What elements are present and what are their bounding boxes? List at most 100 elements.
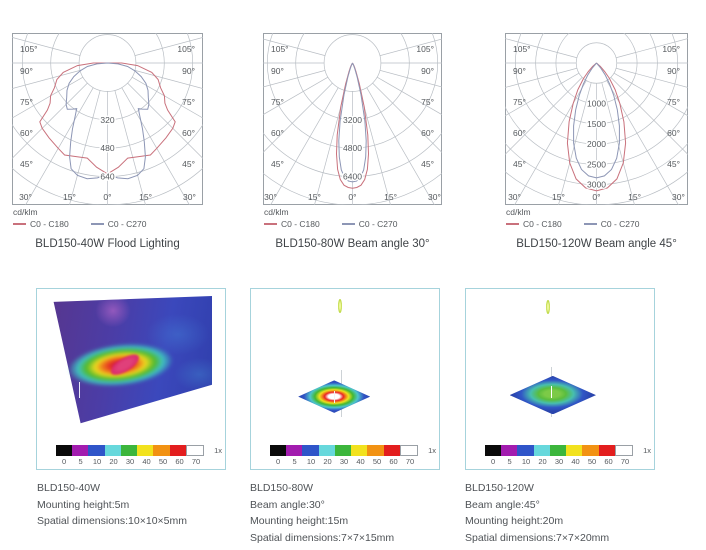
scale-segment (169, 445, 187, 456)
svg-text:0°: 0° (348, 192, 356, 202)
caption-line: Spatial dimensions:7×7×20mm (465, 531, 610, 544)
svg-text:45°: 45° (182, 159, 195, 169)
scale-label: 0 (490, 457, 496, 466)
svg-text:4800: 4800 (343, 143, 362, 153)
svg-text:45°: 45° (421, 159, 434, 169)
render-canvas (41, 293, 221, 441)
chart-title-80w: BLD150-80W Beam angle 30° (275, 238, 430, 250)
scale-label: 60 (175, 457, 184, 466)
svg-text:105°: 105° (20, 44, 38, 54)
scale-label: 70 (620, 457, 630, 466)
scale-segment (153, 445, 170, 456)
caption-line: Beam angle:30° (250, 498, 325, 511)
scale-segment (269, 445, 287, 456)
svg-text:3000: 3000 (587, 180, 606, 190)
chart-title-120w: BLD150-120W Beam angle 45° (516, 238, 677, 250)
legend-label: C0 - C180 (30, 219, 69, 229)
legend-label: C0 - C180 (523, 219, 562, 229)
svg-text:75°: 75° (20, 97, 33, 107)
svg-text:15°: 15° (308, 192, 321, 202)
svg-text:15°: 15° (139, 192, 152, 202)
render-canvas (255, 293, 435, 441)
scale-multiplier: 1x (214, 446, 222, 455)
illuminance-plane (509, 375, 596, 415)
scale-label: 5 (507, 457, 512, 466)
scale-segment (533, 445, 550, 456)
scale-multiplier: 1x (428, 446, 436, 455)
scale-segment (501, 445, 518, 456)
scale-segment (318, 445, 335, 456)
scale-label: 50 (372, 457, 382, 466)
color-scale-labels: 0 5 10 20 30 40 50 60 70 (270, 457, 419, 466)
scale-label: 20 (323, 457, 332, 466)
svg-text:90°: 90° (667, 66, 680, 76)
svg-text:45°: 45° (513, 159, 526, 169)
chart-group-80w: 105° 105° 90° 90° 75° 75° 60° 60° 45° 45° 30° 15° 0°… (263, 33, 442, 250)
scale-segment (351, 445, 368, 456)
svg-text:75°: 75° (667, 97, 680, 107)
svg-text:30°: 30° (19, 192, 32, 202)
scale-label: 70 (191, 457, 201, 466)
svg-text:2000: 2000 (587, 139, 606, 149)
scale-segment (88, 445, 105, 456)
legend-entry: C0 - C180 (13, 219, 69, 229)
svg-text:105°: 105° (416, 44, 434, 54)
scale-label: 10 (92, 457, 102, 466)
scale-segment (104, 445, 121, 456)
scale-segment (186, 445, 205, 456)
svg-text:0°: 0° (103, 192, 111, 202)
svg-text:60°: 60° (667, 128, 680, 138)
polar-diagram-80w: 105° 105° 90° 90° 75° 75° 60° 60° 45° 45° 30° 15° 0°… (263, 33, 442, 205)
scale-label: 10 (306, 457, 316, 466)
svg-text:45°: 45° (667, 159, 680, 169)
legend-swatch (583, 223, 597, 225)
svg-text:15°: 15° (63, 192, 76, 202)
scale-label: 20 (109, 457, 118, 466)
scale-segment (137, 445, 154, 456)
luminaire-glow (545, 300, 550, 315)
caption-line: Spatial dimensions:7×7×15mm (250, 531, 395, 544)
legend-label: C0 - C270 (107, 219, 147, 229)
scale-label: 0 (275, 457, 281, 466)
legend: C0 - C180 C0 - C270 (263, 219, 442, 229)
chart-group-120w: 105° 105° 90° 90° 75° 75° 60° 60° 45° 45° 30° 15° 0°… (505, 33, 688, 250)
svg-text:75°: 75° (421, 97, 434, 107)
legend-swatch (13, 223, 26, 225)
svg-text:75°: 75° (513, 97, 526, 107)
caption-120w: BLD150-120W Beam angle:45° Mounting height… (465, 480, 675, 546)
legend-label: C0 - C270 (358, 219, 398, 229)
scale-label: 60 (604, 457, 613, 466)
polar-diagram-40w: 105° 105° 90° 90° 75° 75° 60° 60° 45° 45° 30° 15° 0°… (12, 33, 203, 205)
svg-text:15°: 15° (552, 192, 565, 202)
scale-segment (367, 445, 384, 456)
svg-text:2500: 2500 (587, 159, 606, 169)
svg-text:30°: 30° (183, 192, 196, 202)
color-scale-labels: 0 5 10 20 30 40 50 60 70 (485, 457, 634, 466)
scale-segment (566, 445, 583, 456)
svg-text:60°: 60° (421, 128, 434, 138)
scale-segment (302, 445, 319, 456)
svg-text:60°: 60° (513, 128, 526, 138)
svg-text:60°: 60° (20, 128, 33, 138)
unit-label: cd/klm (264, 207, 289, 217)
svg-text:105°: 105° (177, 44, 195, 54)
axis-marker (78, 381, 80, 398)
svg-text:90°: 90° (421, 66, 434, 76)
svg-text:30°: 30° (672, 192, 685, 202)
scale-label: 50 (587, 457, 597, 466)
svg-text:105°: 105° (662, 44, 680, 54)
svg-text:75°: 75° (182, 97, 195, 107)
svg-text:6400: 6400 (343, 172, 362, 182)
legend: C0 - C180 C0 - C270 (505, 219, 688, 229)
svg-text:45°: 45° (20, 159, 33, 169)
svg-text:75°: 75° (271, 97, 284, 107)
scale-multiplier: 1x (643, 446, 651, 455)
caption-80w: BLD150-80W Beam angle:30° Mounting height:… (250, 480, 460, 546)
scale-segment (549, 445, 567, 456)
scale-label: 70 (405, 457, 415, 466)
illuminance-render-80w: 0 5 10 20 30 40 50 60 70 1x (250, 288, 440, 470)
legend-swatch (90, 223, 104, 225)
scale-segment (383, 445, 401, 456)
scale-segment (120, 445, 138, 456)
